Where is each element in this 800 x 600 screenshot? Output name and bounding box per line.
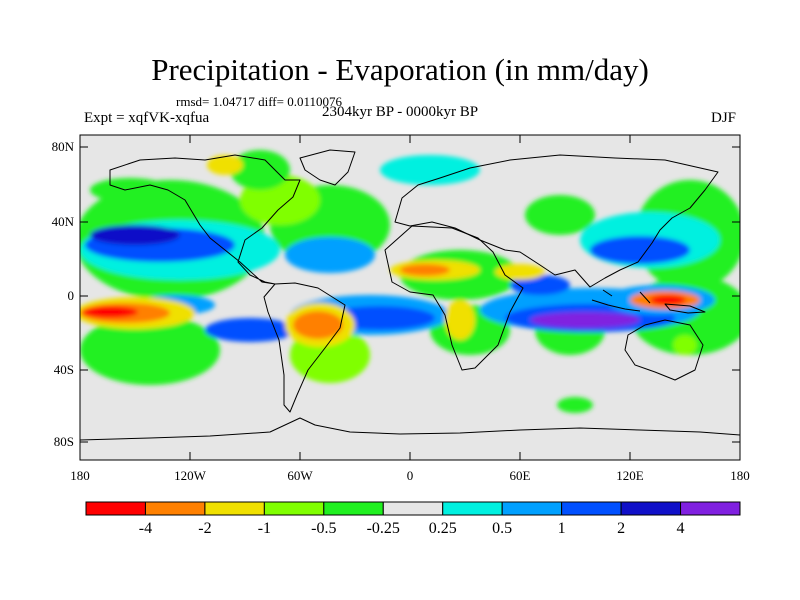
- y-tick-label: 40N: [51, 214, 74, 229]
- field-patch: [230, 150, 290, 190]
- field-patch: [285, 237, 375, 273]
- field-patch: [673, 335, 697, 355]
- y-tick-marks: [80, 146, 740, 443]
- colorbar-label: -0.5: [311, 520, 337, 537]
- x-tick-label: 0: [406, 468, 414, 483]
- colorbar-label: 1: [557, 520, 566, 537]
- colorbar-swatch: [382, 501, 444, 516]
- x-tick-label: 120E: [616, 468, 644, 483]
- new-guinea-coast: [664, 303, 706, 314]
- field-patch: [82, 306, 138, 318]
- field-patch: [525, 195, 595, 235]
- x-tick-label: 60W: [287, 468, 313, 483]
- field-patch: [400, 264, 450, 276]
- colorbar-swatch: [561, 501, 622, 516]
- field-patch: [205, 318, 295, 342]
- colorbar-label: 4: [676, 520, 685, 537]
- stats-text: rmsd= 1.04717 diff= 0.0110076: [176, 94, 342, 109]
- south-america-coast: [263, 282, 346, 413]
- field-patch: [90, 178, 170, 202]
- antarctica-coast: [80, 417, 740, 441]
- field-layer: [80, 150, 740, 413]
- field-patch: [557, 397, 593, 413]
- x-tick-marks: [79, 135, 741, 460]
- colorbar-label: 2: [617, 520, 626, 537]
- y-tick-label: 0: [67, 288, 75, 303]
- y-tick-label: 40S: [53, 362, 74, 377]
- x-tick-label: 60E: [509, 468, 531, 483]
- colorbar-swatch: [620, 501, 682, 516]
- colorbar-label: -2: [198, 520, 212, 537]
- colorbar-swatch: [85, 501, 146, 516]
- colorbar-swatch: [323, 501, 384, 516]
- colorbar-label: 0.25: [428, 520, 457, 537]
- x-tick-label: 180: [730, 468, 750, 483]
- y-tick-label: 80S: [53, 434, 74, 449]
- field-patch: [590, 236, 690, 264]
- colorbar-label: 0.5: [492, 520, 513, 537]
- map-title: Precipitation - Evaporation (in mm/day): [151, 52, 649, 87]
- north-america-coast: [109, 154, 301, 285]
- greenland-coast: [299, 149, 356, 186]
- colorbar-label: -1: [257, 520, 272, 537]
- x-tick-label: 120W: [174, 468, 206, 483]
- period-label: 2304kyr BP - 0000kyr BP: [322, 104, 479, 120]
- colorbar-swatch: [263, 501, 325, 516]
- field-patch: [380, 155, 480, 185]
- australia-coast: [624, 319, 704, 381]
- x-tick-label: 180: [70, 468, 90, 483]
- field-patch: [90, 225, 180, 245]
- season-label: DJF: [710, 110, 736, 126]
- colorbar-label: -4: [138, 520, 153, 537]
- colorbar-swatch: [501, 501, 563, 516]
- colorbar-swatch: [204, 501, 265, 516]
- field-patch: [445, 300, 475, 340]
- field-patch: [80, 315, 220, 385]
- field-patch: [495, 264, 545, 280]
- field-patch: [207, 155, 243, 175]
- colorbar-label: -0.25: [366, 520, 400, 537]
- experiment-label: Expt = xqfVK-xqfua: [84, 110, 210, 126]
- coastlines: [80, 149, 740, 441]
- field-patch: [510, 275, 570, 295]
- colorbar-swatch: [144, 501, 206, 516]
- colorbar: [85, 501, 741, 516]
- colorbar-swatch: [680, 501, 741, 516]
- indonesia-coast: [591, 289, 651, 312]
- y-tick-label: 80N: [51, 139, 74, 154]
- field-patch: [650, 295, 686, 305]
- eurasia-coast: [394, 154, 719, 288]
- colorbar-swatch: [442, 501, 503, 516]
- field-patch: [293, 311, 343, 339]
- field-patch: [530, 312, 640, 328]
